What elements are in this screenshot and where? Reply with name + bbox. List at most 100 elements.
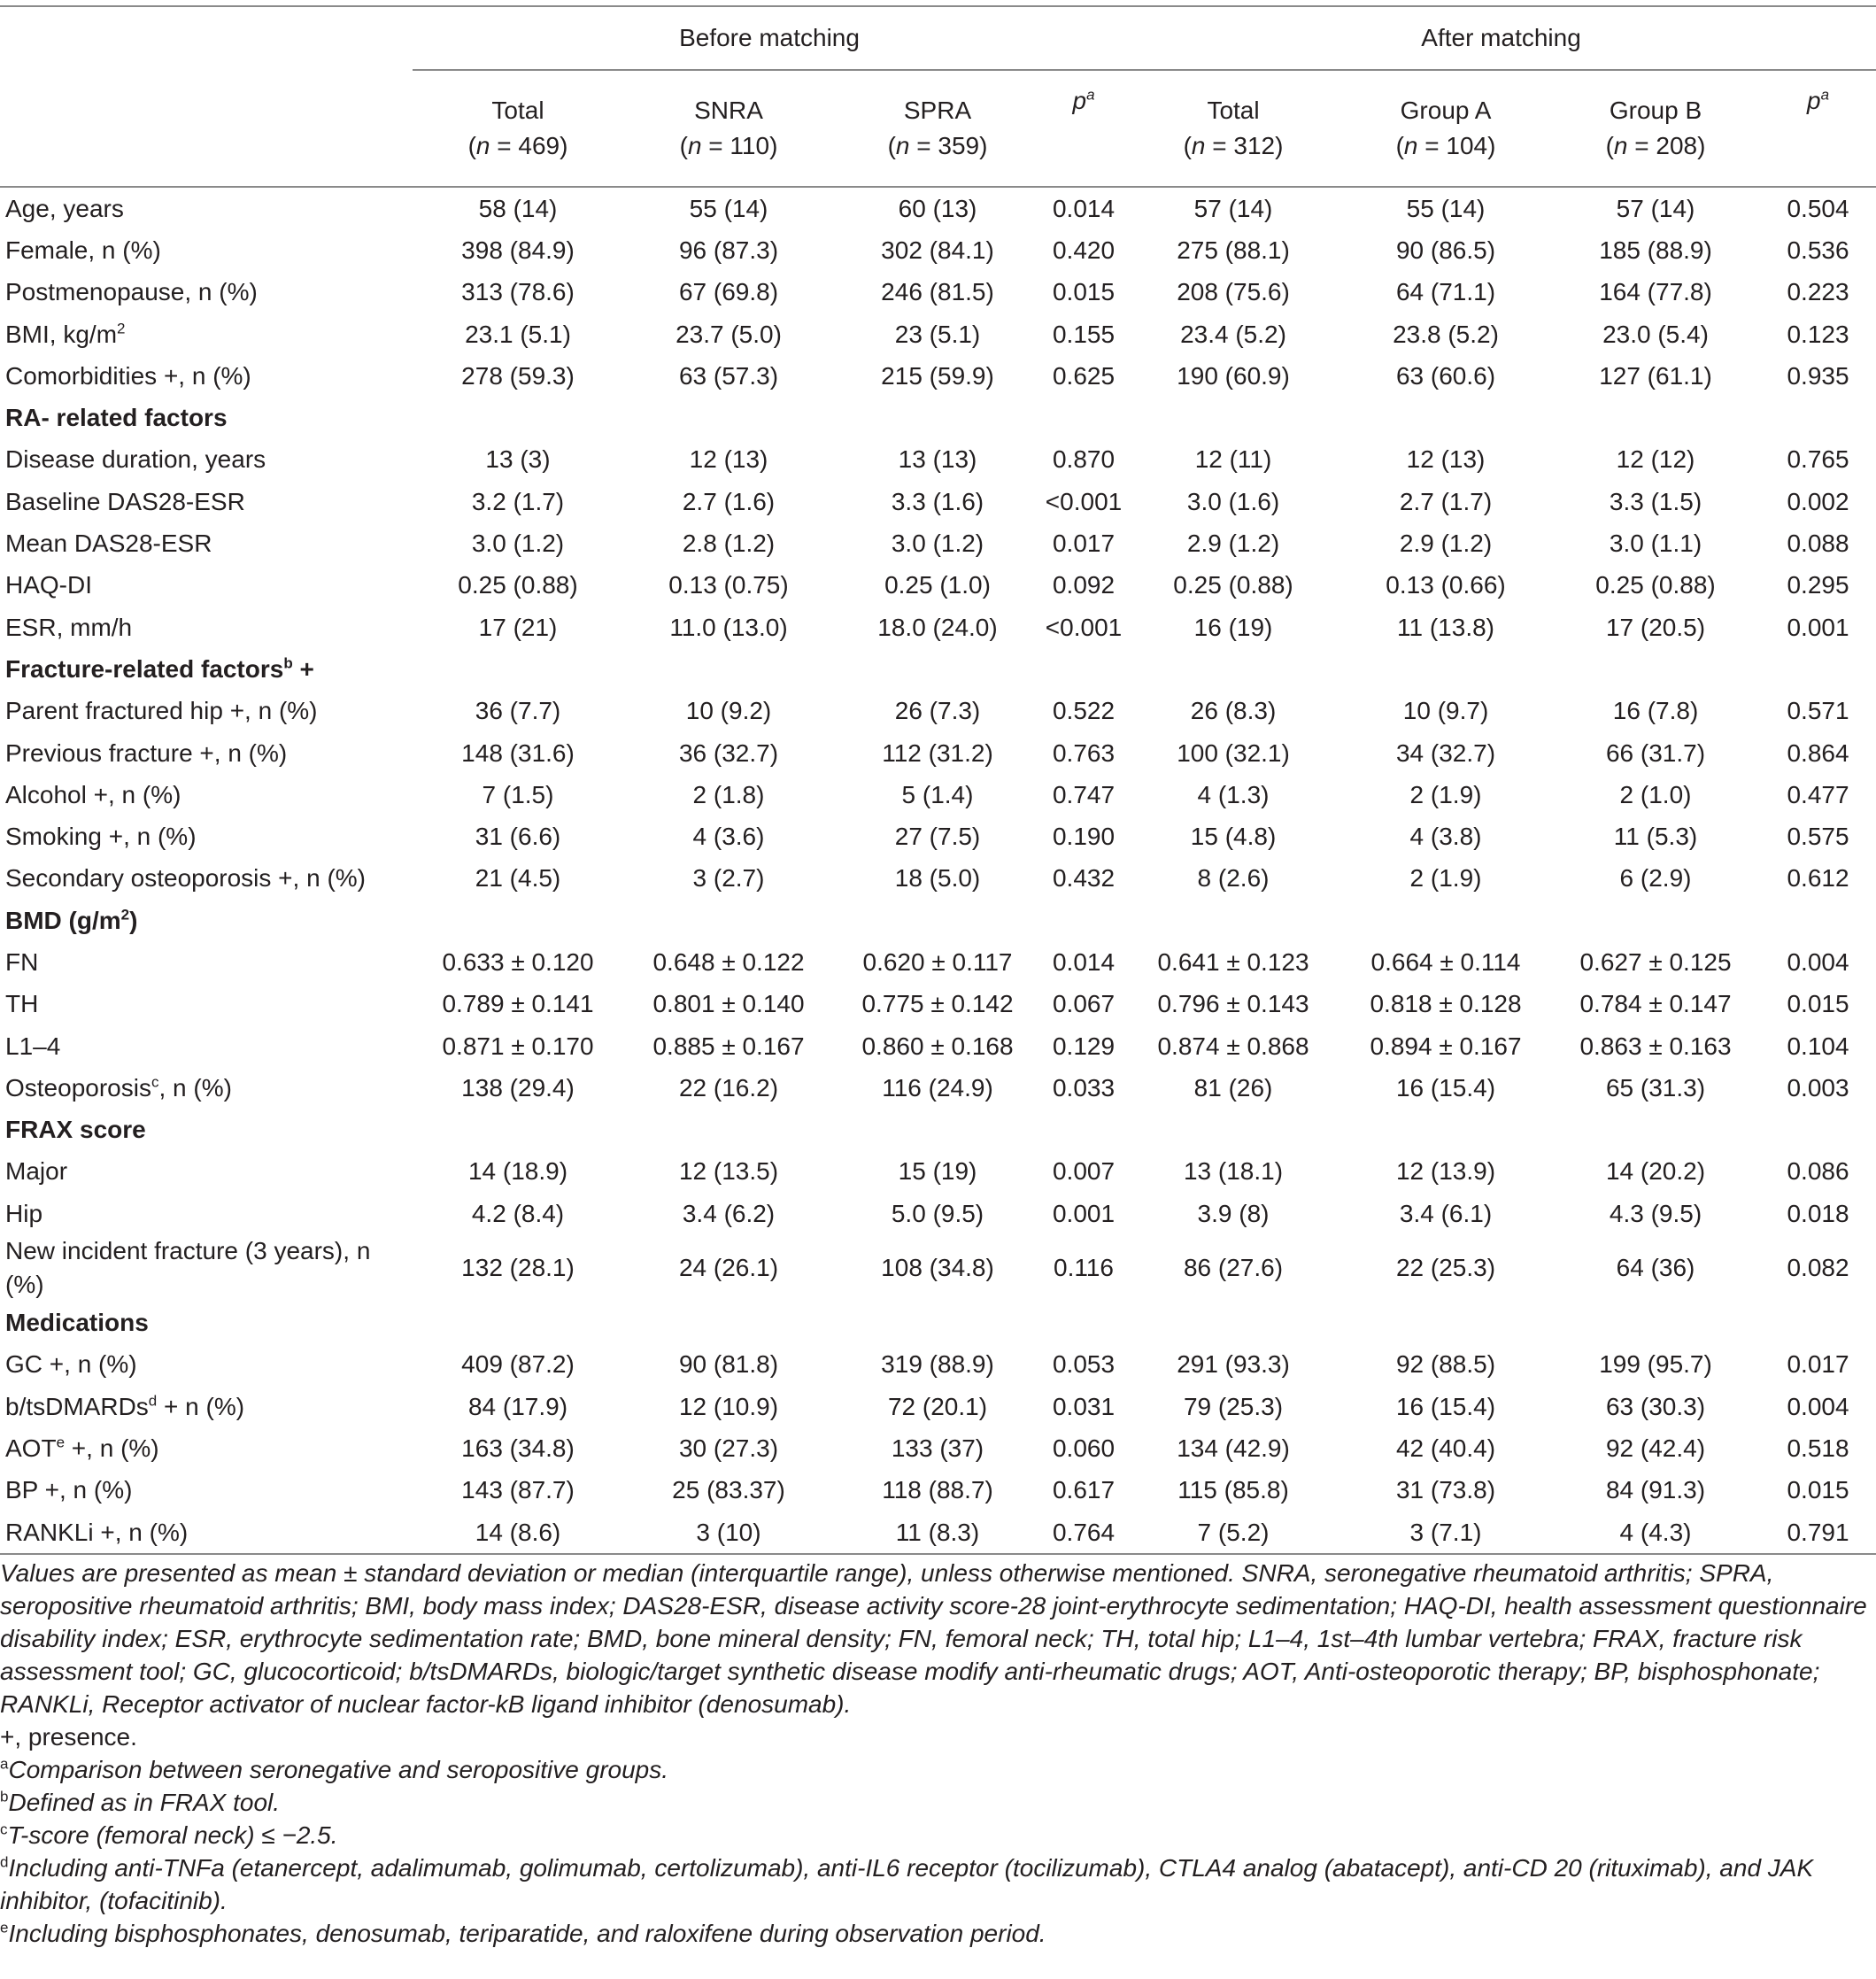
table-cell: 163 (34.8) (461, 1434, 575, 1462)
table-cell: 12 (13.5) (678, 1157, 779, 1186)
table-row: Mean DAS28-ESR 3.0 (1.2) 2.8 (1.2) 3.0 (1.2… (0, 522, 1876, 564)
table-cell: 2 (1.9) (1409, 864, 1482, 893)
table-cell: 67 (69.8) (678, 278, 779, 306)
table-cell: 0.863 ± 0.163 (1579, 1032, 1732, 1060)
row-label-text: RANKLi +, n (%) (5, 1518, 189, 1546)
column-n: (n = 110) (679, 132, 778, 159)
table-cell: 10 (9.2) (685, 697, 772, 725)
table-cell: 100 (32.1) (1177, 738, 1290, 767)
row-label: RANKLi +, n (%) (0, 1511, 413, 1554)
table-cell: 57 (14) (1616, 194, 1695, 222)
row-label-text: New incident fracture (3 years), n (%) (5, 1237, 371, 1299)
table-cell: 65 (31.3) (1605, 1073, 1706, 1102)
table-cell: 3 (10) (696, 1518, 761, 1546)
table-cell: 398 (84.9) (461, 236, 575, 264)
table-cell: 143 (87.7) (461, 1476, 575, 1504)
table-cell: 0.860 ± 0.168 (861, 1032, 1014, 1060)
column-n: (n = 469) (467, 132, 568, 159)
table-cell: 0.017 (1787, 1350, 1849, 1379)
table-cell: 55 (14) (689, 194, 768, 222)
table-cell: 4 (3.6) (692, 823, 765, 851)
table-cell: 0.088 (1787, 530, 1849, 558)
row-label-sup: 2 (120, 906, 130, 924)
table-row: New incident fracture (3 years), n (%) 13… (0, 1234, 1876, 1302)
row-label-text: HAQ-DI (5, 571, 92, 599)
row-label-sup: b (283, 654, 293, 672)
table-cell: 0.015 (1052, 278, 1116, 306)
table-row: Postmenopause, n (%) 313 (78.6) 67 (69.8) 2… (0, 272, 1876, 313)
column-name: p (1807, 87, 1821, 114)
table-cell: 23.4 (5.2) (1180, 320, 1286, 348)
column-n-label: n (1191, 132, 1206, 159)
table-cell: 6 (2.9) (1619, 864, 1692, 893)
table-cell: 22 (16.2) (678, 1073, 779, 1102)
table-cell: 15 (19) (898, 1157, 977, 1186)
table-cell: 132 (28.1) (461, 1254, 575, 1282)
row-label-sup: e (56, 1434, 66, 1451)
row-label-text: Mean DAS28-ESR (5, 530, 212, 558)
column-sup: a (1086, 86, 1095, 104)
table-cell: 0.033 (1052, 1073, 1116, 1102)
after-matching-header: After matching (1126, 7, 1876, 71)
table-cell: 92 (42.4) (1605, 1434, 1706, 1462)
table-cell: 18 (5.0) (894, 864, 981, 893)
table-cell: 0.004 (1787, 947, 1849, 976)
table-cell: 15 (4.8) (1190, 823, 1277, 851)
column-name: Group B (1609, 97, 1702, 124)
table-cell: 16 (19) (1193, 613, 1273, 641)
column-name: SPRA (903, 97, 972, 124)
table-row: Female, n (%) 398 (84.9) 96 (87.3) 302 (84.… (0, 229, 1876, 271)
table-cell: 0.871 ± 0.170 (442, 1032, 594, 1060)
table-cell: 16 (15.4) (1395, 1073, 1496, 1102)
table-row: GC +, n (%) 409 (87.2) 90 (81.8) 319 (88.9)… (0, 1344, 1876, 1386)
column-n-value: = 104) (1417, 132, 1496, 159)
footnote-item: cT-score (femoral neck) ≤ −2.5. (0, 1819, 1871, 1851)
table-cell: 63 (60.6) (1395, 361, 1496, 390)
table-footnotes: Values are presented as mean ± standard … (0, 1557, 1871, 1950)
footnote-item: aComparison between seronegative and ser… (0, 1753, 1871, 1786)
table-cell: 13 (18.1) (1183, 1157, 1284, 1186)
table-cell: 55 (14) (1406, 194, 1486, 222)
table-cell: 0.518 (1787, 1434, 1849, 1462)
row-label-text: Medications (5, 1309, 149, 1337)
table-cell: 0.004 (1787, 1392, 1849, 1420)
row-label-text: RA- related factors (5, 404, 228, 432)
column-n: (n = 312) (1183, 132, 1284, 159)
footnote-text: T-score (femoral neck) ≤ −2.5. (7, 1821, 338, 1849)
table-cell: 24 (26.1) (678, 1254, 779, 1282)
table-cell: 84 (17.9) (467, 1392, 568, 1420)
table-cell: 0.763 (1052, 738, 1116, 767)
table-cell: 63 (57.3) (678, 361, 779, 390)
table-cell: 23.7 (5.0) (676, 320, 782, 348)
column-n-label: n (687, 132, 702, 159)
table-cell: 185 (88.9) (1599, 236, 1712, 264)
row-label-suffix: + n (%) (157, 1392, 245, 1420)
row-label-text: Hip (5, 1199, 43, 1227)
table-cell: 0.522 (1052, 697, 1116, 725)
table-cell: 0.015 (1787, 990, 1849, 1018)
table-cell: 0.001 (1787, 613, 1849, 641)
row-label: Parent fractured hip +, n (%) (0, 691, 413, 732)
footnote-text: Defined as in FRAX tool. (8, 1789, 281, 1816)
table-cell: 0.864 (1787, 738, 1849, 767)
table-cell: 12 (11) (1194, 445, 1272, 474)
table-cell: 190 (60.9) (1177, 361, 1290, 390)
table-row: HAQ-DI 0.25 (0.88) 0.13 (0.75) 0.25 (1.0) 0.… (0, 565, 1876, 607)
characteristics-table: Before matching After matching Total (n =… (0, 7, 1876, 1555)
table-cell: 4 (1.3) (1197, 780, 1270, 808)
footnote-text: Including bisphosphonates, denosumab, te… (8, 1920, 1046, 1947)
table-cell: 278 (59.3) (461, 361, 575, 390)
table-row: Comorbidities +, n (%) 278 (59.3) 63 (57.3… (0, 355, 1876, 397)
column-header: pa (1041, 70, 1126, 187)
table-cell: 23 (5.1) (894, 320, 981, 348)
table-cell: 409 (87.2) (461, 1350, 575, 1379)
table-cell: 215 (59.9) (881, 361, 994, 390)
row-label: Age, years (0, 187, 413, 229)
row-label-text: b/tsDMARDs (5, 1392, 149, 1420)
table-cell: 0.575 (1787, 823, 1849, 851)
table-cell: 112 (31.2) (882, 738, 993, 767)
table-cell: 199 (95.7) (1599, 1350, 1712, 1379)
table-body: Age, years 58 (14) 55 (14) 60 (13) 0.014 57 (… (0, 187, 1876, 1555)
table-cell: 14 (18.9) (467, 1157, 568, 1186)
